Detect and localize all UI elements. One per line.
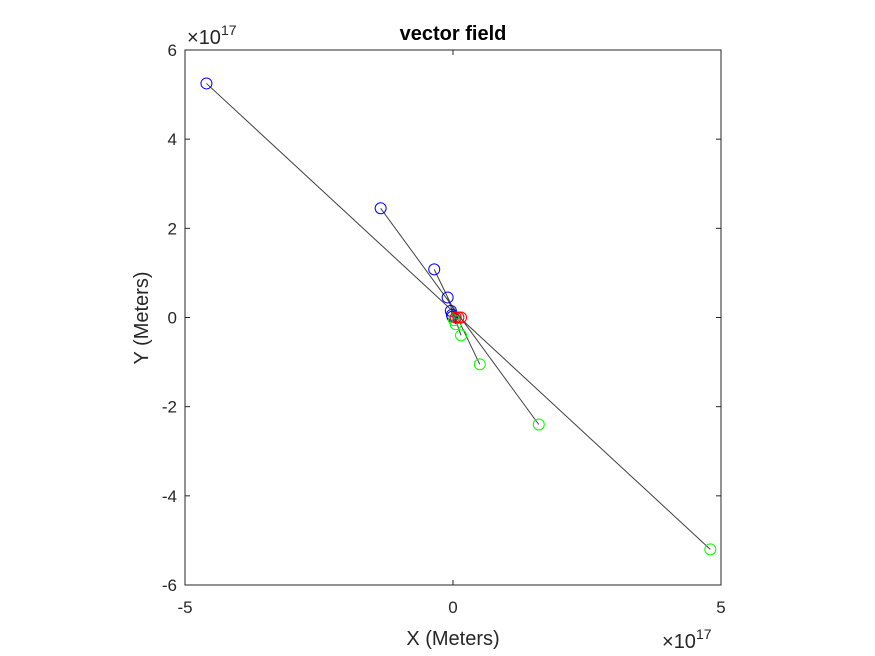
y-tick-label-3: 0 <box>168 309 177 328</box>
x-exponent-power: 17 <box>696 626 712 642</box>
y-exponent-base: 10 <box>199 27 221 49</box>
x-exponent-base: 10 <box>674 631 696 653</box>
x-axis-exponent: ×1017 <box>662 626 712 653</box>
y-tick-label-6: 6 <box>168 41 177 60</box>
blue-point-3 <box>441 291 454 304</box>
x-axis-label: X (Meters) <box>406 628 499 650</box>
red-point-2 <box>449 311 462 324</box>
y-tick-label-4: 2 <box>168 219 177 238</box>
point-markers <box>200 77 717 556</box>
blue-point-1 <box>374 202 387 215</box>
y-ticks: -6 -4 -2 0 2 4 6 <box>162 41 721 595</box>
blue-point-2 <box>428 263 441 276</box>
x-tick-label-2: 5 <box>716 598 725 617</box>
x-ticks: -5 0 5 <box>177 50 726 617</box>
green-point-2 <box>473 358 486 371</box>
vector-segment-1 <box>380 207 540 425</box>
green-point-1 <box>532 418 545 431</box>
y-exponent-power: 17 <box>221 22 237 38</box>
y-tick-label-1: -4 <box>162 487 177 506</box>
green-point-0 <box>704 543 717 556</box>
x-tick-label-0: -5 <box>177 598 192 617</box>
blue-point-0 <box>200 77 213 90</box>
red-point-1 <box>452 311 465 324</box>
green-point-3 <box>455 329 468 342</box>
y-tick-label-2: -2 <box>162 398 177 417</box>
y-axis-label: Y (Meters) <box>131 272 153 365</box>
chart-title: vector field <box>400 23 507 45</box>
y-tick-label-0: -6 <box>162 576 177 595</box>
y-tick-label-5: 4 <box>168 130 177 149</box>
red-point-0 <box>455 311 468 324</box>
y-axis-exponent: ×1017 <box>187 22 237 49</box>
x-tick-label-1: 0 <box>448 598 457 617</box>
